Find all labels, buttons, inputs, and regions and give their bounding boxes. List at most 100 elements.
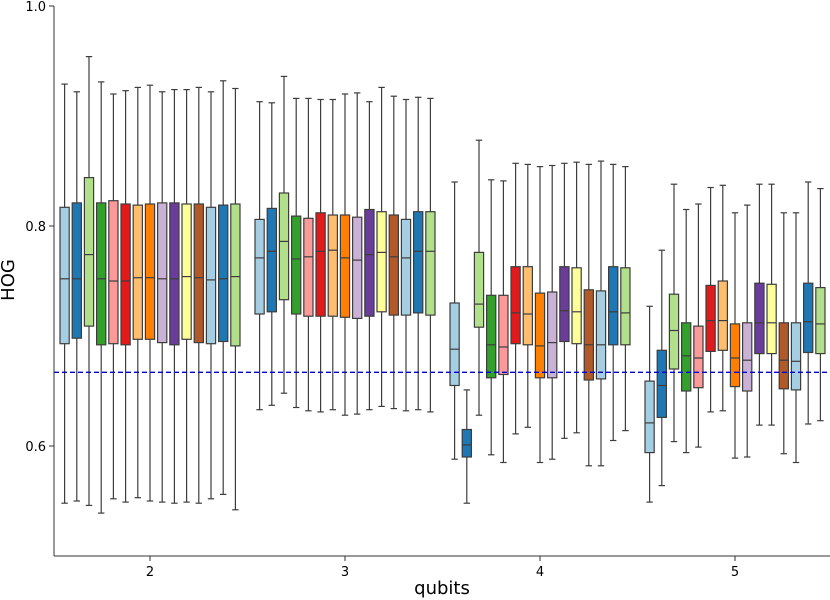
iqr-box	[339, 214, 351, 318]
iqr-box	[473, 251, 485, 328]
box-group-2-qubits	[59, 55, 241, 514]
box-3-11	[376, 86, 387, 407]
box-3-1	[254, 101, 265, 411]
y-tick-label-1.0: 1.0	[25, 0, 46, 15]
iqr-box	[741, 322, 753, 392]
box-3-2	[266, 102, 278, 406]
box-4-4	[486, 179, 497, 456]
box-3-15	[425, 97, 436, 413]
box-2-9	[157, 91, 168, 503]
box-2-3	[83, 55, 95, 506]
box-5-15	[815, 188, 826, 422]
box-4-13	[595, 160, 607, 467]
iqr-box	[388, 214, 400, 316]
box-2-5	[108, 93, 119, 500]
iqr-box	[607, 266, 619, 346]
x-tick-label-3: 3	[341, 565, 349, 580]
iqr-box	[571, 267, 582, 345]
iqr-box	[278, 192, 290, 301]
box-2-2	[71, 91, 82, 502]
box-4-2	[461, 389, 473, 504]
box-group-3-qubits	[254, 75, 436, 416]
iqr-box	[729, 323, 741, 388]
x-tick-label-4: 4	[536, 565, 544, 580]
box-2-8	[144, 84, 156, 502]
box-3-9	[352, 92, 363, 415]
box-4-8	[534, 166, 546, 464]
iqr-box	[815, 287, 826, 355]
y-tick-label-0.8: 0.8	[25, 220, 46, 235]
iqr-box	[120, 203, 131, 346]
box-2-15	[230, 87, 241, 511]
iqr-box	[230, 203, 241, 347]
box-4-6	[510, 162, 521, 435]
box-2-7	[132, 86, 143, 499]
iqr-box	[218, 204, 229, 343]
iqr-box	[656, 349, 668, 418]
iqr-box	[559, 266, 570, 343]
box-5-8	[729, 212, 741, 459]
iqr-box	[71, 202, 82, 339]
box-group-4-qubits	[449, 139, 631, 504]
iqr-box	[254, 218, 265, 315]
iqr-box	[376, 211, 387, 313]
iqr-box	[461, 428, 473, 458]
iqr-box	[583, 289, 595, 381]
box-3-3	[278, 75, 290, 394]
iqr-box	[486, 294, 497, 379]
iqr-box	[95, 202, 107, 346]
iqr-box	[400, 218, 412, 316]
box-5-1	[644, 305, 655, 503]
x-axis-label: qubits	[414, 578, 470, 599]
iqr-box	[144, 203, 156, 340]
iqr-box	[680, 322, 692, 392]
box-4-15	[620, 166, 631, 432]
iqr-box	[693, 325, 704, 389]
box-2-1	[59, 83, 70, 504]
iqr-box	[364, 208, 375, 317]
iqr-box	[522, 266, 534, 346]
iqr-box	[193, 203, 204, 344]
iqr-box	[108, 200, 119, 345]
iqr-box	[546, 291, 558, 379]
box-2-6	[120, 90, 131, 503]
iqr-box	[425, 211, 436, 316]
box-4-12	[583, 163, 595, 467]
box-3-14	[413, 96, 424, 411]
iqr-box	[59, 206, 70, 345]
box-4-14	[607, 163, 619, 442]
x-ticks: 2 3 4 5	[146, 556, 739, 580]
y-tick-label-0.6: 0.6	[25, 440, 46, 455]
box-group-5-qubits	[644, 181, 826, 503]
y-ticks: 0.6 0.8 1.0	[25, 0, 54, 455]
iqr-box	[595, 290, 607, 380]
box-4-3	[473, 139, 485, 416]
box-2-14	[218, 80, 229, 495]
iqr-box	[181, 203, 192, 340]
iqr-box	[327, 214, 339, 317]
box-3-5	[303, 97, 314, 412]
box-3-4	[291, 97, 302, 409]
plot-area	[54, 55, 830, 514]
iqr-box	[132, 204, 143, 340]
box-2-12	[193, 86, 204, 504]
iqr-box	[644, 380, 655, 454]
box-3-6	[315, 98, 326, 413]
box-5-4	[680, 208, 692, 454]
iqr-box	[802, 282, 814, 354]
iqr-box	[413, 211, 424, 314]
box-3-13	[400, 98, 412, 412]
box-5-3	[668, 183, 680, 443]
iqr-box	[705, 284, 716, 352]
iqr-box	[668, 293, 680, 370]
box-4-9	[546, 164, 558, 460]
box-4-11	[571, 161, 582, 434]
box-4-5	[498, 180, 509, 464]
box-5-5	[693, 203, 704, 448]
box-3-12	[388, 95, 400, 410]
iqr-box	[291, 215, 302, 315]
iqr-box	[303, 217, 314, 317]
iqr-box	[205, 206, 217, 345]
iqr-box	[266, 207, 278, 313]
